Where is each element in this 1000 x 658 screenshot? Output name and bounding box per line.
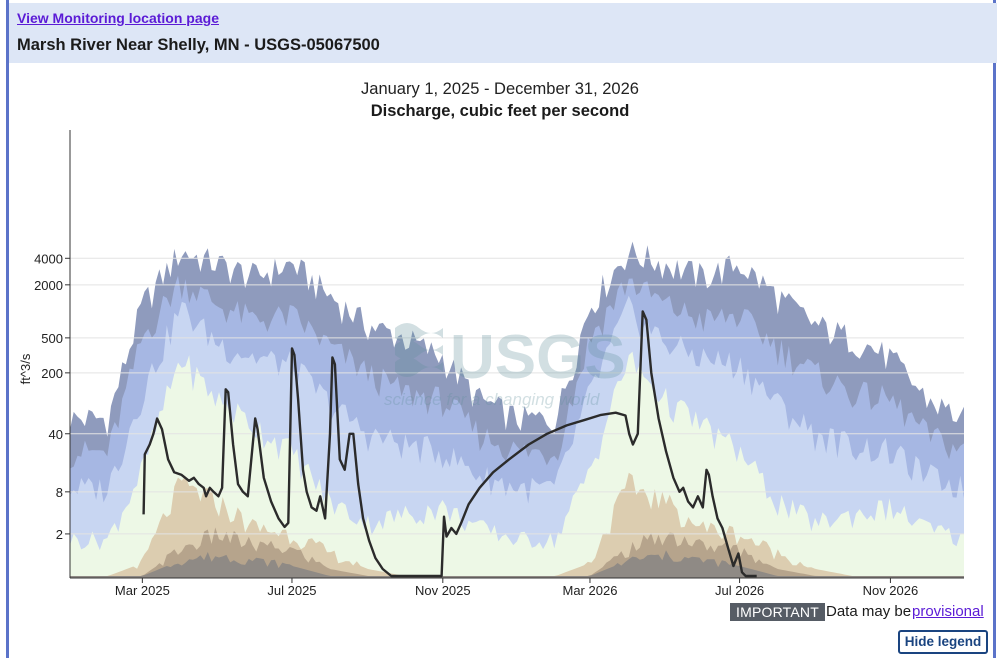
y-tick-label: 4000 [34, 251, 63, 266]
x-tick-label: Nov 2026 [863, 583, 919, 598]
usgs-logo-icon [395, 323, 443, 377]
x-tick-label: Mar 2025 [115, 583, 170, 598]
y-axis-label: ft^3/s [18, 353, 33, 384]
gridlines [70, 257, 964, 535]
usgs-watermark: USGS science for a changing world [384, 323, 626, 409]
provisional-notice: Data may be [826, 603, 912, 620]
discharge-series [142, 310, 757, 578]
chart-parameter-title: Discharge, cubic feet per second [370, 102, 630, 120]
x-tick-label: Jul 2025 [267, 583, 316, 598]
y-tick-label: 2 [56, 527, 63, 542]
monitoring-location-link[interactable]: View Monitoring location page [17, 10, 219, 26]
x-tick-label: Jul 2026 [715, 583, 764, 598]
y-tick-label: 500 [41, 331, 63, 346]
important-badge: IMPORTANT [730, 603, 825, 621]
y-tick-label: 40 [49, 427, 63, 442]
band-p50 [70, 351, 964, 578]
percentile-bands [70, 241, 964, 578]
hide-legend-button[interactable]: Hide legend [898, 630, 988, 654]
chart-date-range: January 1, 2025 - December 31, 2026 [361, 80, 639, 98]
site-title: Marsh River Near Shelly, MN - USGS-05067… [17, 36, 380, 54]
y-tick-label: 8 [56, 485, 63, 500]
x-tick-label: Mar 2026 [563, 583, 618, 598]
x-tick-label: Nov 2025 [415, 583, 471, 598]
band-min [70, 550, 964, 578]
watermark-logo-text: USGS [450, 323, 626, 392]
site-header: View Monitoring location page Marsh Rive… [9, 3, 997, 63]
y-tick-label: 2000 [34, 278, 63, 293]
discharge-line [142, 310, 757, 578]
provisional-link[interactable]: provisional [912, 603, 984, 620]
watermark-tagline: science for a changing world [384, 390, 600, 409]
chart-axes: 2 8 40 200 500 2000 4000 Mar 2025 Jul 2025 Nov 20… [34, 130, 964, 598]
panel-frame [6, 0, 996, 658]
y-tick-label: 200 [41, 366, 63, 381]
